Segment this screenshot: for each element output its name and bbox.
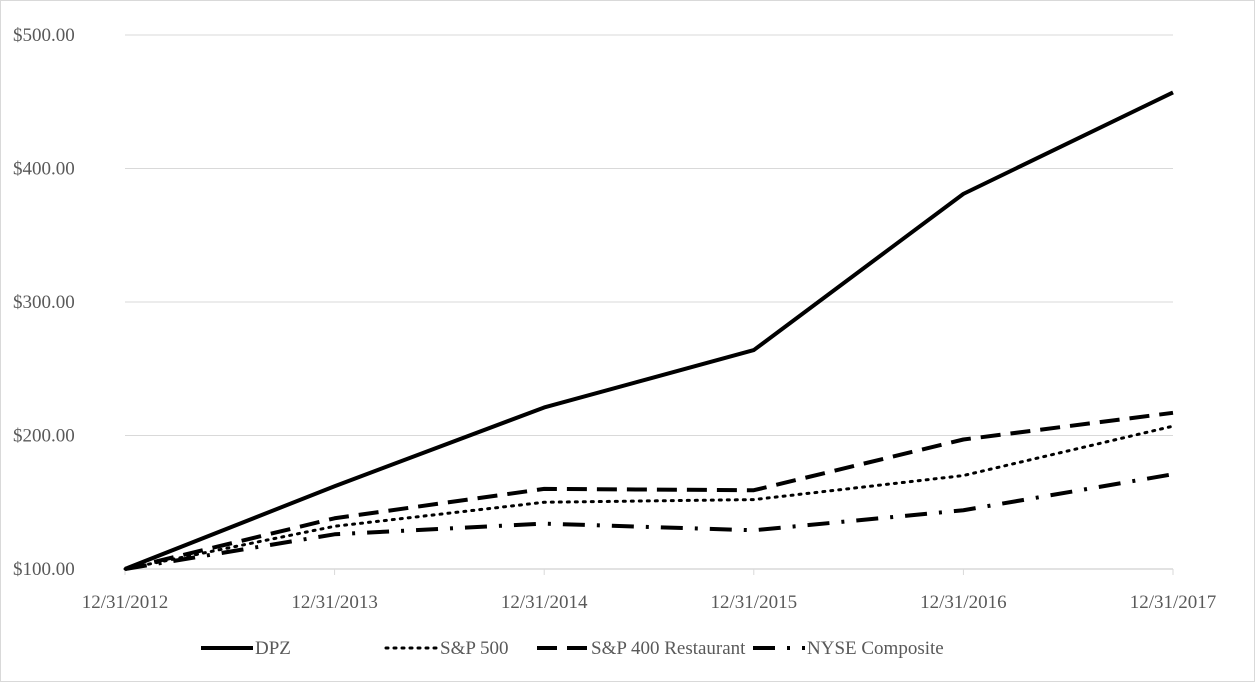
y-tick-label: $500.00 [13, 25, 75, 46]
legend-label: NYSE Composite [807, 638, 944, 659]
x-tick-label: 12/31/2016 [920, 592, 1007, 613]
x-axis [124, 568, 1174, 575]
series-line-s-p-400-restaurant [124, 410, 1174, 571]
y-tick-label: $300.00 [13, 292, 75, 313]
x-tick-label: 12/31/2013 [291, 592, 378, 613]
gridlines [125, 34, 1173, 436]
series-line-s-p-500 [123, 424, 1175, 571]
y-tick-label: $400.00 [13, 159, 75, 180]
y-tick-label: $100.00 [13, 559, 75, 580]
legend: DPZ S&P 500 S&P 400 Restaurant NYSE Composi… [201, 638, 944, 659]
x-tick-label: 12/31/2015 [711, 592, 798, 613]
legend-label: DPZ [255, 638, 291, 659]
y-tick-label: $200.00 [13, 426, 75, 447]
x-tick-label: 12/31/2017 [1130, 592, 1217, 613]
x-axis-tick-labels: 12/31/2012 12/31/2013 12/31/2014 12/31/2015… [82, 592, 1217, 613]
legend-label: S&P 400 Restaurant [591, 638, 746, 659]
x-tick-label: 12/31/2014 [501, 592, 588, 613]
x-tick-label: 12/31/2012 [82, 592, 169, 613]
series-line-nyse-composite [124, 472, 1174, 571]
series-line-dpz [124, 90, 1174, 571]
y-axis-tick-labels: $100.00 $200.00 $300.00 $400.00 $500.00 [13, 25, 75, 580]
legend-label: S&P 500 [440, 638, 508, 659]
series-lines [123, 90, 1175, 571]
